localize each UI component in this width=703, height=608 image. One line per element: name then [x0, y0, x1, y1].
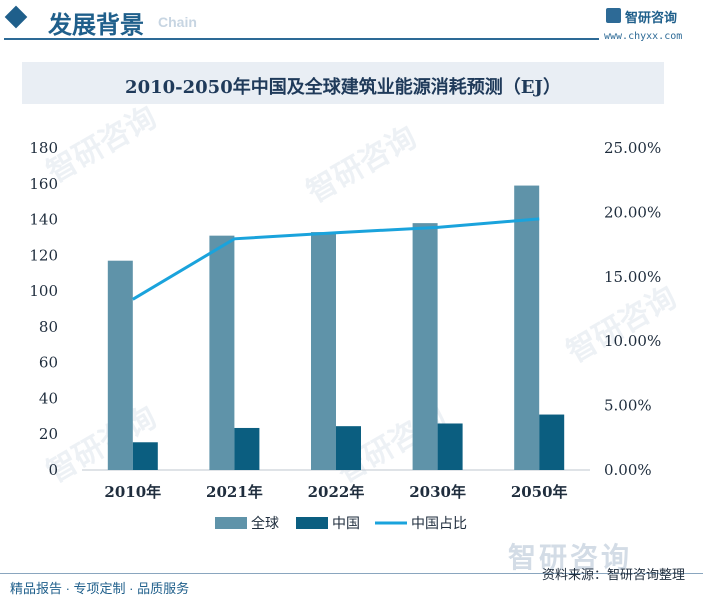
legend-swatch	[296, 517, 328, 529]
source-note: 资料来源：智研咨询整理	[542, 567, 686, 582]
y-left-tick-label: 160	[29, 175, 58, 193]
y-left-tick-label: 100	[29, 282, 58, 300]
bar-global	[412, 223, 438, 470]
x-tick-label: 2021年	[206, 483, 263, 501]
x-tick-label: 2030年	[409, 483, 466, 501]
x-tick-label: 2010年	[104, 483, 161, 501]
y-left-tick-label: 180	[29, 139, 58, 157]
chart-title-bar: 2010-2050年中国及全球建筑业能源消耗预测（EJ）	[22, 62, 664, 104]
header-divider	[4, 38, 599, 40]
bar-china	[437, 423, 463, 470]
y-right-tick-label: 5.00%	[604, 397, 652, 415]
y-left-tick-label: 120	[29, 246, 58, 264]
x-tick-label: 2050年	[511, 483, 568, 501]
logo-icon	[606, 8, 621, 23]
y-right-tick-label: 25.00%	[604, 139, 661, 157]
footer-divider	[0, 573, 703, 574]
bar-china	[336, 426, 361, 470]
footer-slogan: 精品报告 · 专项定制 · 品质服务	[10, 581, 190, 596]
y-right-tick-label: 10.00%	[604, 332, 661, 350]
y-left-tick-label: 20	[39, 425, 58, 443]
legend-label: 中国占比	[411, 516, 467, 532]
y-left-tick-label: 40	[39, 389, 58, 407]
logo-url: www.chyxx.com	[604, 31, 683, 42]
chart-title: 2010-2050年中国及全球建筑业能源消耗预测（EJ）	[125, 77, 561, 98]
page-subtitle: Chain	[158, 14, 197, 30]
page-header: 发展背景 Chain 智研咨询 www.chyxx.com	[0, 0, 703, 44]
logo-name: 智研咨询	[625, 10, 678, 25]
bar-china	[132, 442, 158, 470]
bar-china	[539, 414, 565, 470]
legend-swatch	[215, 517, 247, 529]
bar-global	[209, 235, 235, 470]
bar-global	[311, 232, 336, 470]
y-left-tick-label: 140	[29, 211, 58, 229]
y-right-tick-label: 0.00%	[604, 461, 652, 479]
bar-global	[514, 185, 540, 471]
bar-global	[107, 260, 133, 470]
legend-label: 全球	[251, 515, 279, 532]
watermark-logo-text: 智研咨询	[508, 542, 633, 573]
y-left-tick-label: 60	[39, 354, 58, 372]
footer: 精品报告 · 专项定制 · 品质服务 资料来源：智研咨询整理	[0, 567, 703, 608]
y-right-tick-label: 20.00%	[604, 203, 661, 221]
legend-label: 中国	[332, 516, 360, 532]
y-left-tick-label: 80	[39, 318, 58, 336]
y-right-tick-label: 15.00%	[604, 268, 661, 286]
y-left-tick-label: 0	[48, 461, 58, 479]
x-tick-label: 2022年	[308, 483, 365, 501]
bar-china	[234, 427, 260, 470]
line-china-share	[132, 217, 540, 301]
page-title: 发展背景	[48, 11, 144, 39]
